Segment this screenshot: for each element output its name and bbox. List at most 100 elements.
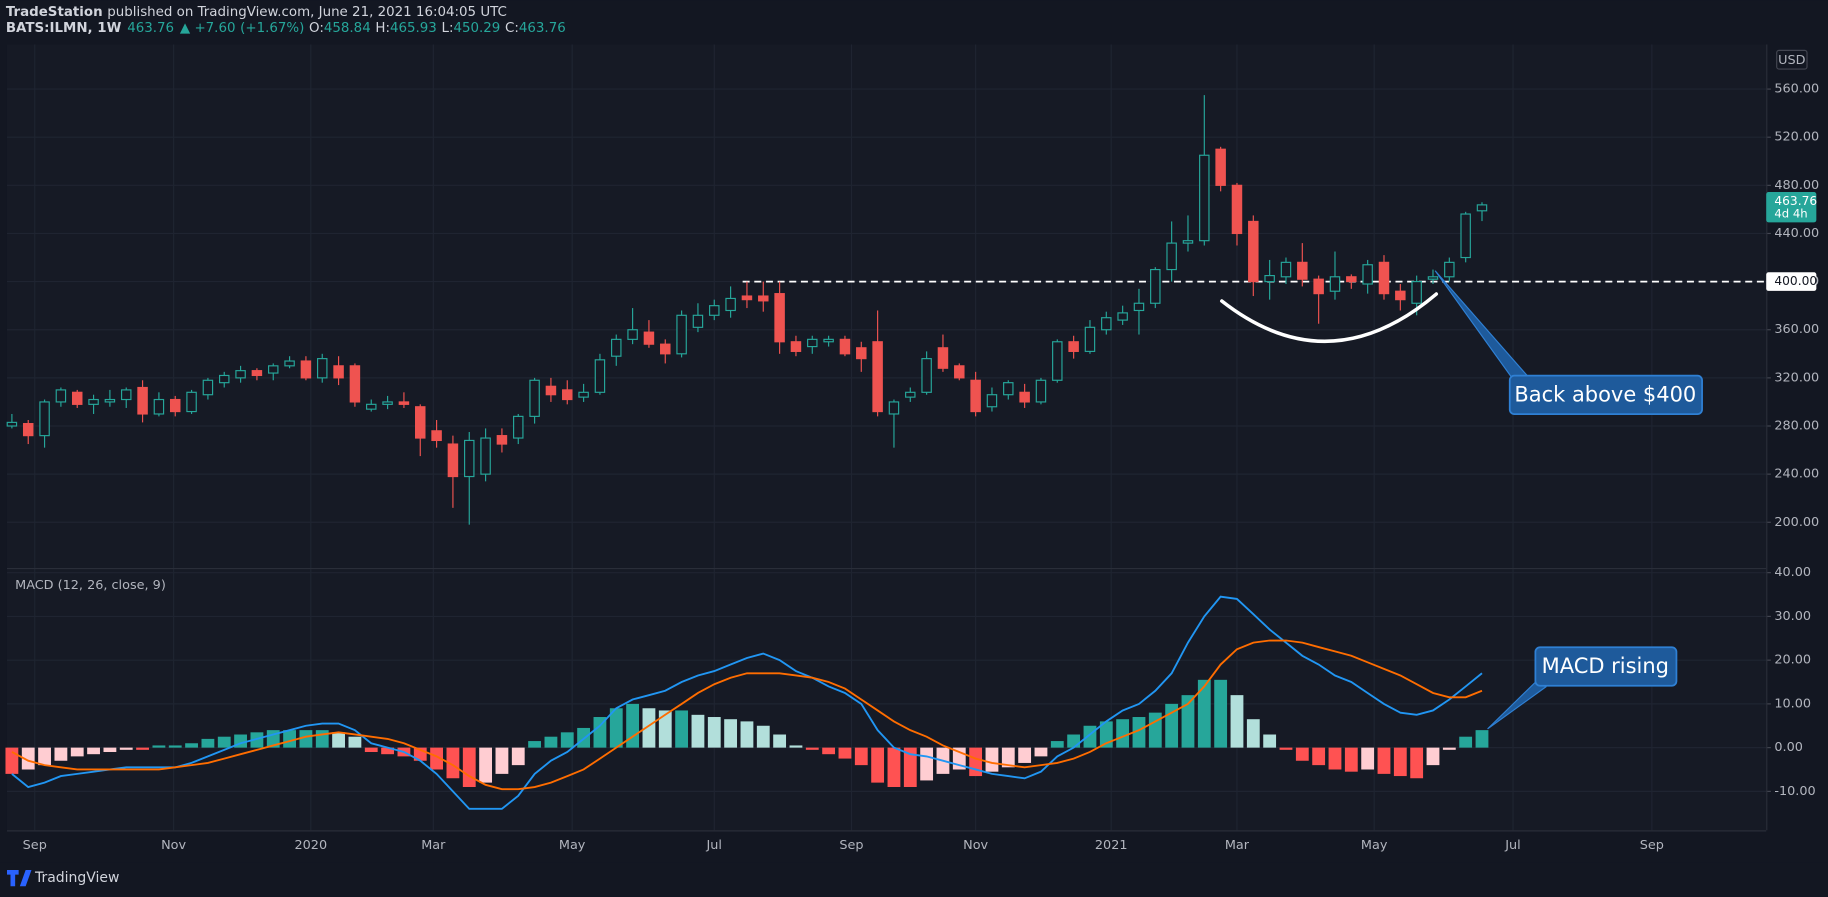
histogram-bar xyxy=(21,747,35,770)
candle-body xyxy=(676,314,687,355)
histogram-bar xyxy=(381,747,394,755)
y-tick-label: 560.00 xyxy=(1774,82,1819,97)
histogram-bar xyxy=(364,747,378,753)
y-tick-label: 40.00 xyxy=(1774,565,1811,580)
candle-body xyxy=(1427,276,1439,280)
candle-body xyxy=(1346,276,1357,283)
candle-body xyxy=(1362,264,1373,285)
candle-body xyxy=(382,401,393,405)
histogram-bar xyxy=(1393,747,1407,777)
histogram-bar xyxy=(462,747,476,787)
candle-body xyxy=(1052,341,1063,381)
histogram-bar xyxy=(495,747,509,774)
histogram-bar xyxy=(805,747,819,750)
histogram-bar xyxy=(724,719,738,748)
candle-body xyxy=(823,338,834,343)
open-label: O: xyxy=(309,21,324,36)
histogram-bar xyxy=(1083,725,1097,748)
macd-line xyxy=(11,595,1483,810)
histogram-bar xyxy=(1263,734,1277,748)
publisher: TradeStation xyxy=(6,5,103,20)
candle-body xyxy=(120,389,132,401)
level-badge-label: 400.00 xyxy=(1774,274,1817,288)
candle-body xyxy=(513,415,524,439)
histogram-bar xyxy=(854,747,868,766)
x-tick-label: 2020 xyxy=(295,838,328,853)
histogram-bar xyxy=(1067,734,1081,748)
candle-body xyxy=(594,359,606,393)
x-tick-label: Mar xyxy=(421,838,446,853)
candle-body xyxy=(186,391,197,413)
candle-body xyxy=(1329,276,1341,292)
y-tick-label: 440.00 xyxy=(1774,226,1819,241)
x-tick-label: Nov xyxy=(161,838,186,853)
histogram-bar xyxy=(969,747,983,777)
candle-body xyxy=(137,386,148,415)
histogram-bar xyxy=(887,747,901,787)
candle-body xyxy=(22,423,34,437)
histogram-bar xyxy=(626,703,640,748)
histogram-bar xyxy=(250,732,264,748)
histogram-bar xyxy=(54,747,68,761)
cup-arc xyxy=(1220,292,1439,344)
x-tick-label: 2021 xyxy=(1095,838,1128,853)
histogram-bar xyxy=(1034,747,1048,757)
macd-line xyxy=(11,639,1483,791)
candle-body xyxy=(1215,148,1226,186)
labels: Sep Nov 2020 Mar May Jul Sep Nov 2021 Mar May Jul Se… xyxy=(23,82,1820,853)
candle-body xyxy=(888,401,900,415)
histogram-bar xyxy=(1214,679,1228,748)
price-badge-label: 463.76 xyxy=(1774,194,1817,208)
candle-body xyxy=(872,341,883,413)
histogram-bar xyxy=(479,747,493,783)
candle-body xyxy=(839,338,851,355)
y-tick-label: 20.00 xyxy=(1774,653,1811,668)
histogram-bar xyxy=(1050,741,1064,748)
candle-body xyxy=(235,370,246,379)
candle-body xyxy=(758,295,769,302)
candle-body xyxy=(1280,261,1292,278)
histogram-bar xyxy=(299,730,313,748)
candle-body xyxy=(856,347,867,360)
histogram-bar xyxy=(740,721,754,748)
histogram-bar xyxy=(1148,712,1162,748)
histogram-bar xyxy=(544,736,558,748)
brand-logo xyxy=(6,869,32,887)
candle-body xyxy=(1068,341,1079,352)
candle-body xyxy=(774,293,785,343)
footer xyxy=(0,862,1828,897)
callout-text: Back above $400 xyxy=(1514,382,1696,406)
histogram-bar xyxy=(315,730,329,748)
histogram-bar xyxy=(675,710,689,748)
histogram-bar xyxy=(1279,747,1293,750)
histogram-bar xyxy=(593,717,607,748)
candle-body xyxy=(741,295,753,301)
candle-body xyxy=(398,401,410,405)
marks xyxy=(5,95,1767,810)
y-tick-label: 30.00 xyxy=(1774,609,1811,624)
candle-body xyxy=(1084,326,1096,352)
candle-body xyxy=(284,360,295,367)
candle-body xyxy=(1248,220,1259,283)
header-line-1: TradeStation published on TradingView.com… xyxy=(6,5,507,20)
histogram-bar xyxy=(1197,679,1211,748)
candle-body xyxy=(153,398,165,415)
histogram-bar xyxy=(38,747,51,766)
candle-body xyxy=(349,365,361,403)
x-tick-label: Sep xyxy=(23,838,47,853)
candle-body xyxy=(692,314,704,328)
candle-body xyxy=(1117,312,1128,321)
candle-body xyxy=(611,338,622,357)
low-value: 450.29 xyxy=(453,21,500,36)
last-price: 463.76 xyxy=(127,21,174,36)
candle-body xyxy=(1264,275,1275,283)
plot-area xyxy=(6,44,1767,831)
macd-title: MACD (12, 26, close, 9) xyxy=(15,578,166,593)
histogram-bar xyxy=(920,747,934,781)
candle-body xyxy=(562,389,573,401)
histogram-bar xyxy=(1295,747,1309,761)
candle-body xyxy=(71,391,83,405)
candle-body xyxy=(1476,204,1488,212)
candle-body xyxy=(415,406,426,439)
